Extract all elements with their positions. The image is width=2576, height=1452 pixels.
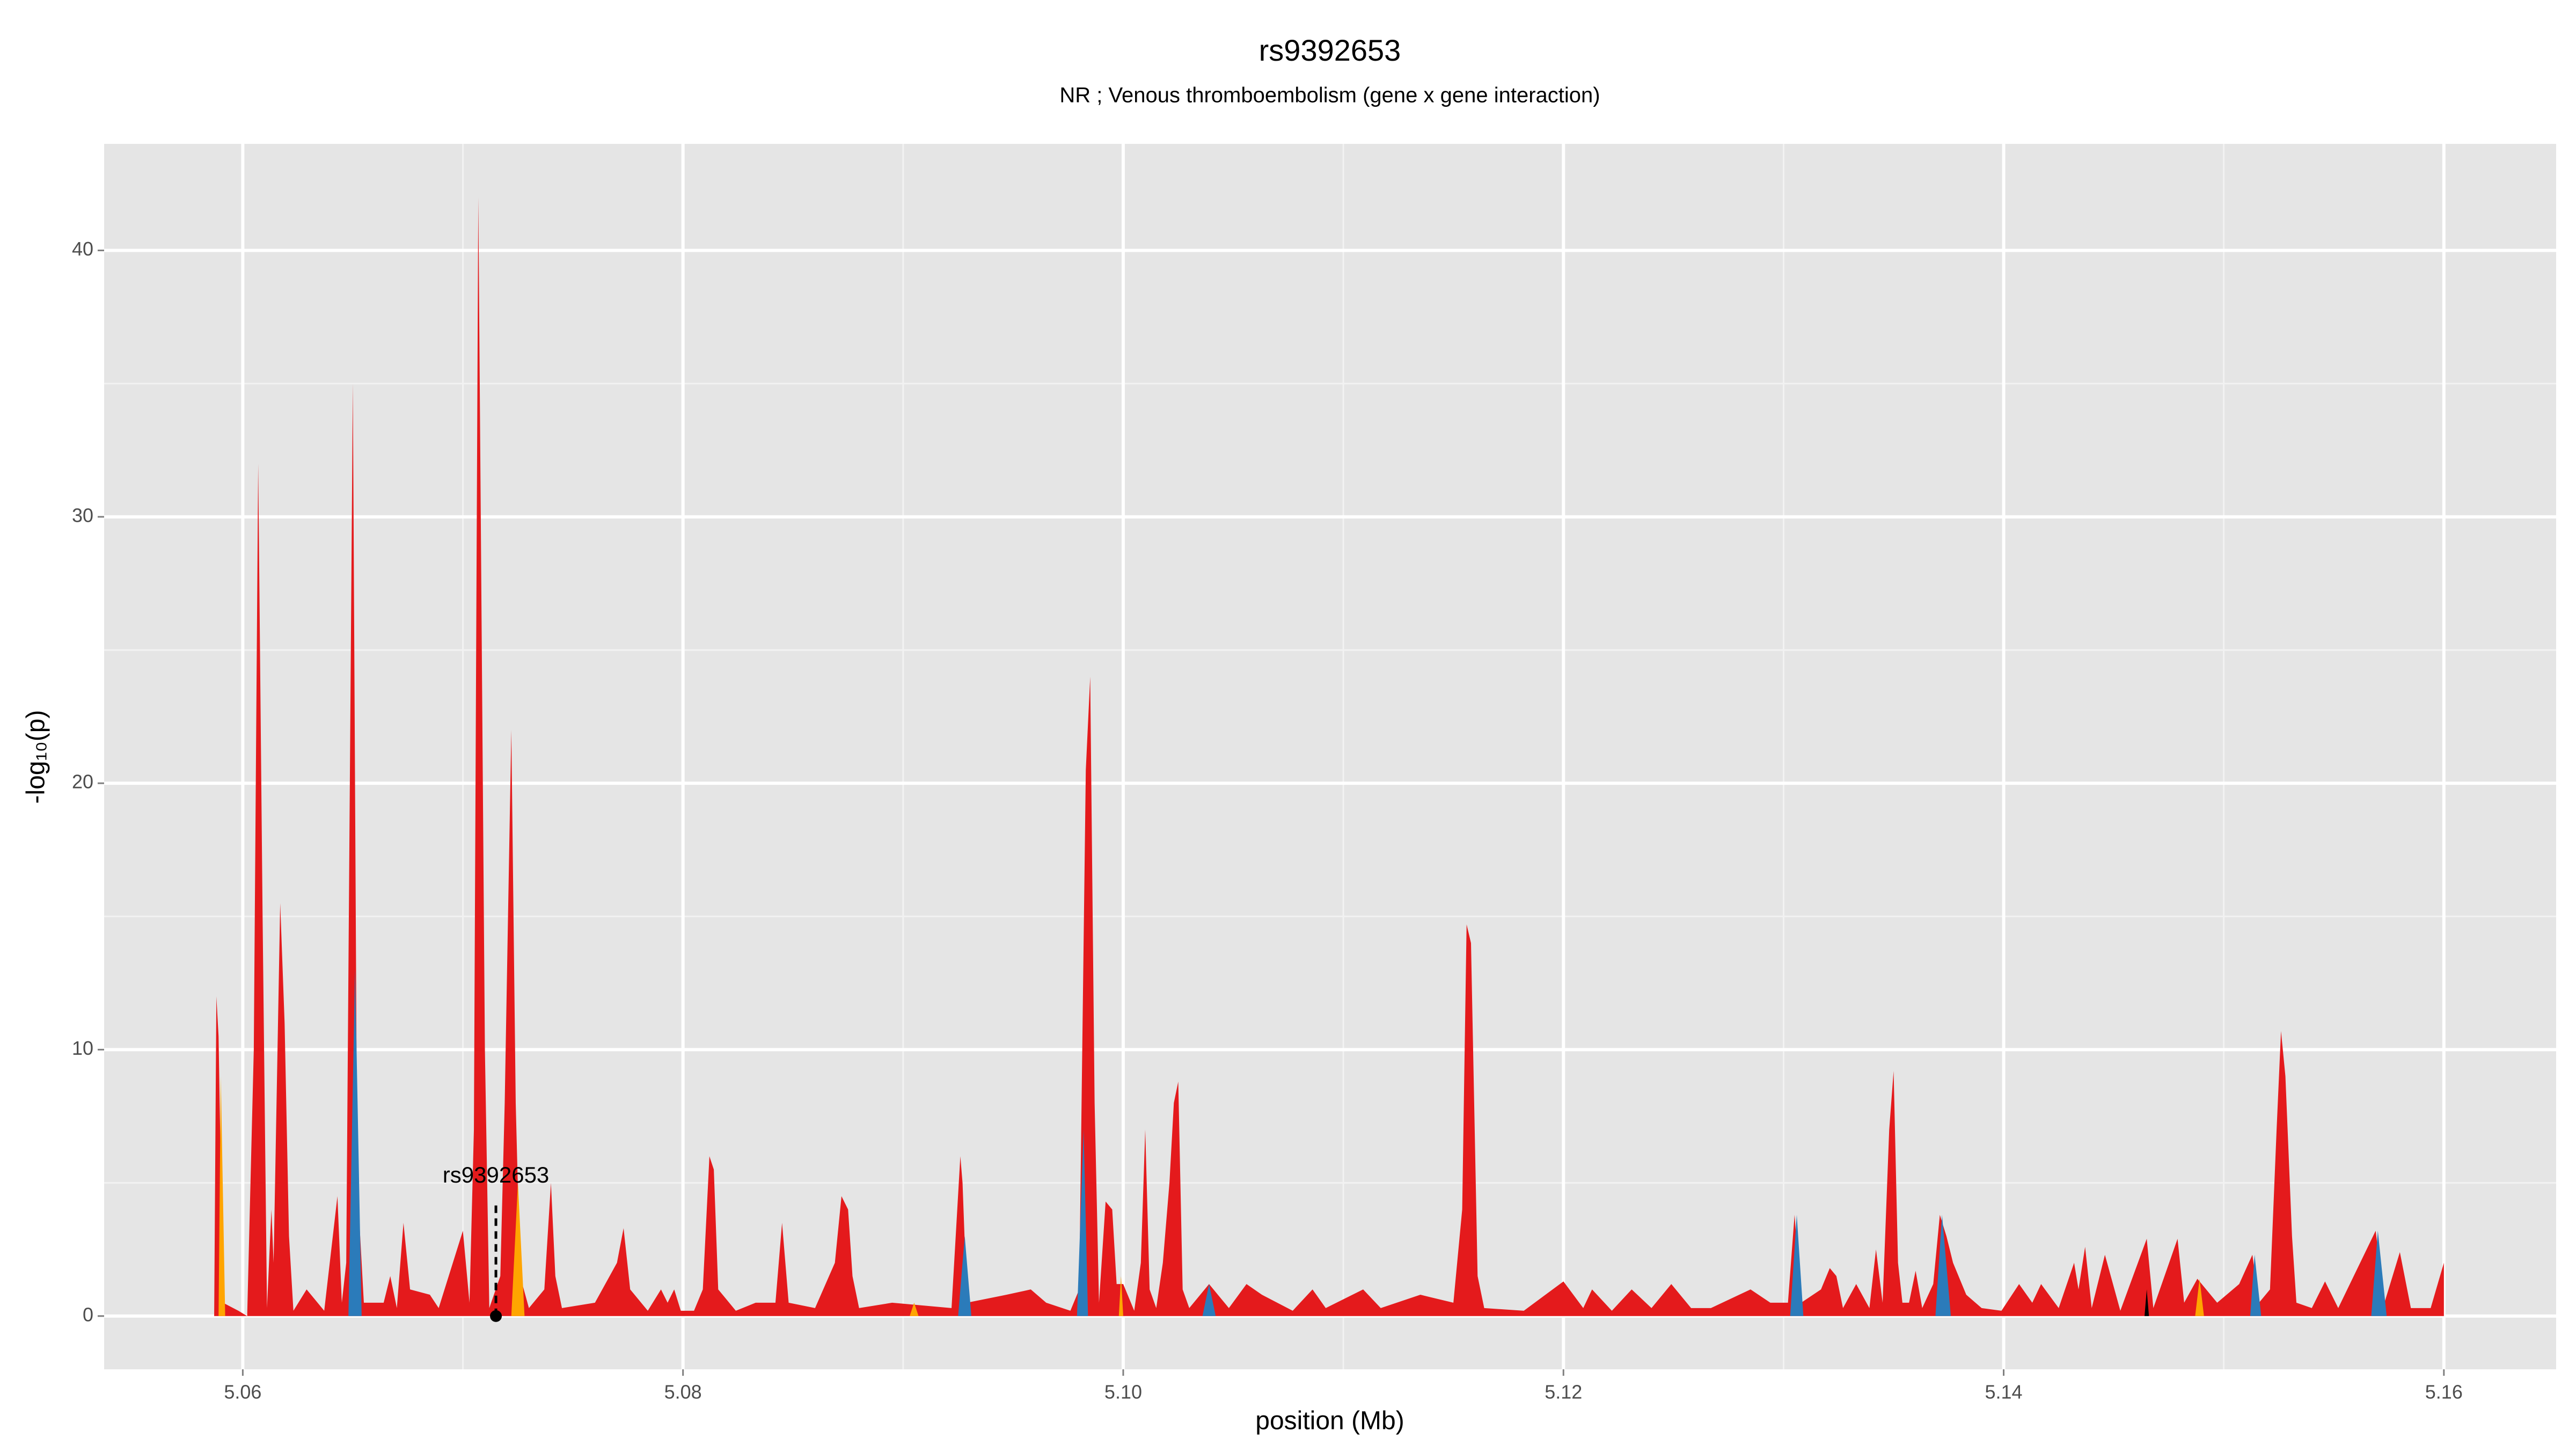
y-tick-label: 0 — [83, 1303, 93, 1325]
x-tick-label: 5.16 — [2425, 1381, 2463, 1403]
x-tick-label: 5.06 — [224, 1381, 261, 1403]
x-tick-label: 5.14 — [1985, 1381, 2023, 1403]
x-tick-label: 5.12 — [1545, 1381, 1582, 1403]
x-tick-label: 5.10 — [1104, 1381, 1142, 1403]
annotation-label: rs9392653 — [443, 1162, 550, 1187]
chart-title: rs9392653 — [1259, 33, 1401, 67]
x-tick-label: 5.08 — [664, 1381, 702, 1403]
y-tick-label: 10 — [72, 1037, 93, 1059]
annotation-point — [490, 1310, 502, 1322]
x-axis-label: position (Mb) — [1255, 1407, 1404, 1435]
area — [2145, 1289, 2149, 1316]
y-tick-label: 30 — [72, 504, 93, 526]
chart-subtitle: NR ; Venous thromboembolism (gene x gene… — [1059, 84, 1600, 107]
y-tick-label: 40 — [72, 238, 93, 260]
y-tick-label: 20 — [72, 771, 93, 793]
y-axis-label: -log₁₀(p) — [22, 710, 50, 804]
